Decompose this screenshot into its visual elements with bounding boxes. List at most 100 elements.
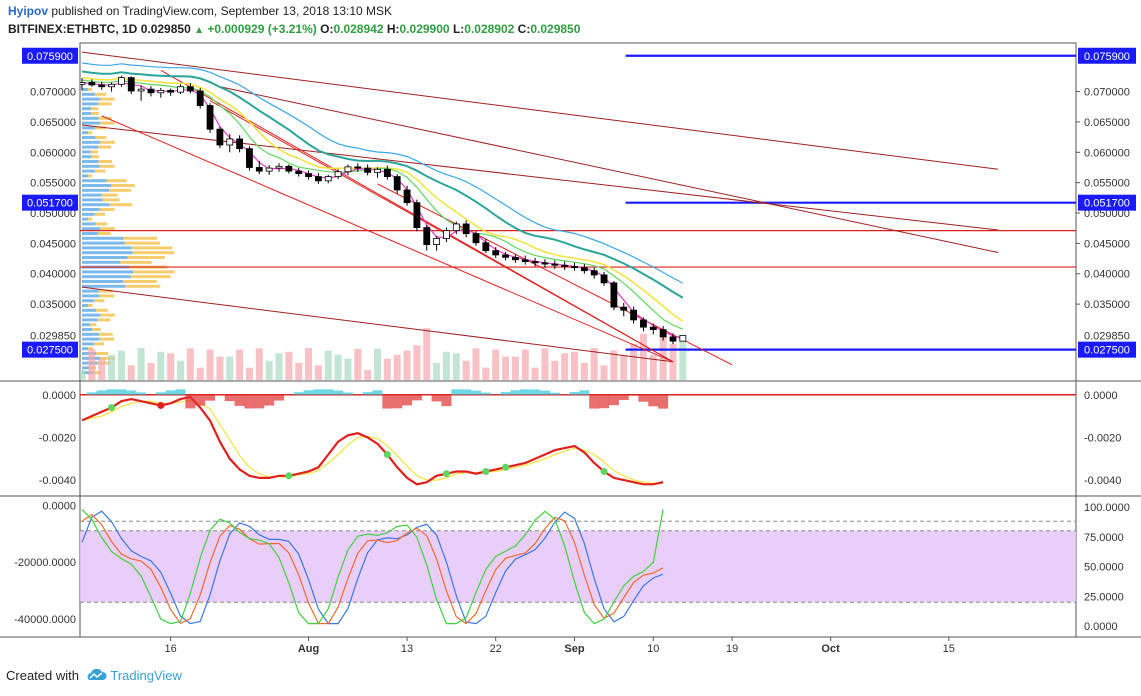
histogram-bar <box>451 389 462 395</box>
histogram-bar <box>155 392 166 395</box>
volume-profile-bar <box>82 227 101 231</box>
volume-profile-bar <box>82 275 131 279</box>
volume-profile-bar <box>82 102 99 106</box>
volume-bar <box>610 350 618 380</box>
volume-bar <box>177 360 184 380</box>
volume-profile-bar <box>82 150 91 154</box>
time-tick-label: 16 <box>165 643 177 655</box>
volume-bar <box>196 367 204 380</box>
volume-bar <box>275 353 283 380</box>
volume-bar <box>206 349 214 380</box>
volume-bar <box>482 367 490 380</box>
histogram-bar <box>293 392 304 395</box>
histogram-bar <box>569 392 580 395</box>
volume-profile-bar <box>95 92 107 96</box>
histogram-bar <box>205 394 216 401</box>
candle-body <box>649 326 657 331</box>
histogram-bar <box>382 394 393 409</box>
volume-profile-bar <box>82 203 110 207</box>
time-tick-label: Aug <box>298 643 319 655</box>
volume-bar <box>245 367 253 380</box>
time-tick-label: 15 <box>943 643 955 655</box>
stoch-tick-label-left: 0.0000 <box>42 501 76 513</box>
candle-body <box>443 230 450 239</box>
histogram-bar <box>520 389 531 395</box>
price-label-box-left <box>22 194 78 211</box>
volume-bar <box>255 348 263 380</box>
candle-body <box>423 227 431 245</box>
volume-profile-bar <box>132 251 175 255</box>
time-tick-label: Oct <box>821 643 840 655</box>
stoch-tick-label-left: -20000.0000 <box>14 557 76 569</box>
histogram-bar <box>510 390 521 395</box>
volume-bar <box>580 362 588 380</box>
volume-profile-bar <box>82 342 95 346</box>
candle-body <box>492 250 500 256</box>
candle-body <box>80 82 86 85</box>
candle-body <box>275 165 283 169</box>
volume-bar <box>324 350 332 380</box>
candle-body <box>334 171 342 177</box>
candle-body <box>413 202 421 228</box>
trend-line <box>219 86 999 253</box>
price-tick-label-left: 0.035000 <box>30 299 76 311</box>
stochastic-line <box>81 508 664 625</box>
candle-body <box>157 89 165 94</box>
publish-info: published on TradingView.com, September … <box>51 4 393 18</box>
volume-profile-bar <box>82 131 88 135</box>
volume-bar <box>374 348 381 380</box>
histogram-bar <box>333 390 344 395</box>
volume-profile-bar <box>82 174 88 178</box>
volume-profile-bar <box>82 308 97 312</box>
volume-bar <box>659 333 667 380</box>
candle-body <box>590 270 598 276</box>
candle-body <box>551 263 559 266</box>
volume-profile-bar <box>88 174 92 178</box>
candle-body <box>620 306 628 311</box>
price-tick-label-left: 0.070000 <box>30 87 76 99</box>
volume-profile-bar <box>88 304 93 307</box>
histogram-bar <box>589 394 600 409</box>
trend-line <box>377 183 733 366</box>
volume-profile-bar <box>82 260 121 264</box>
volume-profile-bar <box>133 270 175 274</box>
candle-body <box>531 261 539 264</box>
candle-body <box>580 267 588 272</box>
volume-profile <box>82 88 175 375</box>
price-label-left: 0.075900 <box>27 51 73 63</box>
volume-profile-bar <box>82 145 99 149</box>
volume-bar <box>344 358 352 380</box>
volume-profile-bar <box>82 160 99 163</box>
bollinger-upper-line <box>81 62 684 284</box>
candle-body <box>177 86 184 93</box>
volume-profile-bar <box>82 140 100 144</box>
volume-bar <box>137 348 145 380</box>
candle-body <box>344 166 352 173</box>
candle-body <box>502 254 509 258</box>
volume-profile-bar <box>82 193 102 197</box>
candle-body <box>610 282 618 308</box>
author-name[interactable]: Hyipov <box>8 4 49 18</box>
candle-body <box>512 256 519 261</box>
stoch-tick-label-right: 75.0000 <box>1084 532 1124 544</box>
volume-profile-bar <box>82 136 96 139</box>
price-tick-label-right: 0.065000 <box>1084 117 1130 129</box>
price-label-left: 0.027500 <box>27 345 73 357</box>
cross-marker <box>502 463 510 471</box>
volume-profile-bar <box>82 121 100 125</box>
tradingview-logo[interactable]: TradingView <box>85 668 182 683</box>
volume-bar <box>639 333 647 380</box>
volume-bar <box>472 348 480 380</box>
osc-tick-label-left: -0.0020 <box>39 432 76 444</box>
volume-profile-bar <box>100 356 115 360</box>
osc-tick-label-right: 0.0000 <box>1084 390 1118 402</box>
volume-profile-bar <box>82 371 93 375</box>
cross-marker <box>482 468 490 476</box>
histogram-bar <box>136 392 147 395</box>
volume-bar <box>334 354 342 380</box>
last-price-label-left: 0.029850 <box>30 330 76 342</box>
price-tick-label-right: 0.040000 <box>1084 269 1130 281</box>
volume-profile-bar <box>94 212 106 216</box>
volume-bar <box>88 348 96 380</box>
